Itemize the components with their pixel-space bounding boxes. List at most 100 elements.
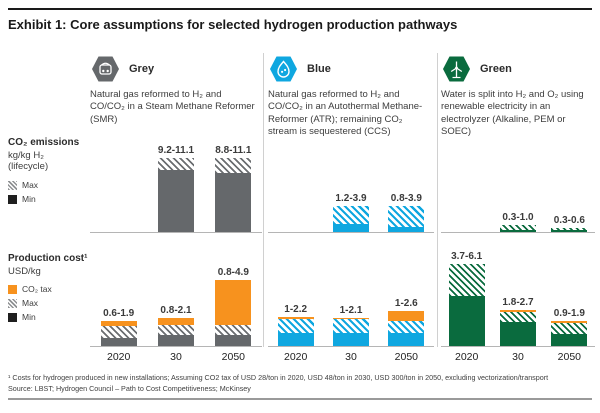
seg-hatch (157, 324, 194, 336)
seg-tax (388, 311, 425, 321)
max-hatch-swatch-icon (8, 298, 17, 308)
bar-value-label: 1.2-3.9 (335, 192, 367, 204)
green-cost-chart: 3.7-6.1 1.8-2.7 0.9-1.9 (441, 251, 595, 347)
seg-solid (551, 230, 588, 232)
pathway-column-grey: Grey Natural gas reformed to H₂ and CO/C… (90, 55, 262, 367)
min-solid-swatch-icon (8, 194, 17, 204)
seg-hatch (448, 264, 485, 297)
seg-solid (499, 230, 536, 232)
emissions-metric-unit: kg/kg H₂ (8, 149, 44, 161)
bar-value-label: 3.7-6.1 (451, 251, 483, 263)
bar-slot: 1.2-3.9 (323, 193, 378, 232)
seg-solid (499, 321, 536, 346)
seg-solid (388, 332, 425, 346)
bar-value-label: 0.8-4.9 (217, 267, 249, 279)
bar-slot: 1-2.6 (379, 298, 434, 346)
pathway-column-blue: Blue Natural gas reformed to H₂ and CO/C… (268, 55, 434, 367)
seg-hatch (551, 228, 588, 230)
cost-legend: CO₂ tax Max Min (8, 284, 92, 322)
wind-turbine-icon (443, 56, 470, 82)
seg-tax (551, 320, 588, 323)
seg-tax (215, 280, 252, 325)
grey-emissions-chart: 9.2-11.1 8.8-11.1 (90, 145, 262, 233)
grey-cost-chart: 0.6-1.9 0.8-2.1 0.8-4.9 (90, 259, 262, 347)
bar-value-label: 0.3-1.0 (502, 212, 534, 224)
bar-value-label: 9.2-11.1 (157, 144, 195, 156)
bar-2020: 1-2.2 (277, 304, 314, 346)
cost-metric-block: Production cost¹ USD/kg CO₂ tax Max Min (8, 253, 92, 326)
column-divider (263, 53, 264, 347)
legend-label: Max (22, 180, 39, 191)
top-rule (8, 8, 592, 10)
year-tick: 2050 (394, 351, 418, 363)
bar-value-label: 0.3-0.6 (553, 215, 585, 226)
x-axis-years: 2020 30 2050 (441, 351, 595, 363)
seg-tax (277, 316, 314, 320)
seg-hatch (277, 319, 314, 333)
source-line: Source: LBST; Hydrogen Council – Path to… (8, 384, 251, 393)
seg-solid (551, 333, 588, 346)
pathway-name: Blue (307, 63, 331, 75)
smr-reformer-icon (92, 56, 119, 82)
seg-hatch (388, 320, 425, 333)
bar-30: 0.8-2.1 (157, 305, 194, 346)
seg-solid (277, 332, 314, 346)
co2-tax-swatch-icon (8, 284, 17, 294)
bar-slot: 0.3-1.0 (492, 212, 543, 232)
bar-value-label: 0.6-1.9 (103, 307, 135, 319)
bar-30: 1-2.1 (332, 305, 369, 346)
legend-label: CO₂ tax (22, 284, 52, 295)
year-tick: 30 (512, 351, 524, 363)
cost-metric-unit: USD/kg (8, 265, 41, 277)
flame-ccs-icon (270, 56, 297, 82)
bar-slot: 9.2-11.1 (147, 145, 204, 232)
bar-30: 9.2-11.1 (158, 145, 194, 232)
bar-slot: 3.7-6.1 (441, 251, 492, 346)
legend-row-max: Max (8, 180, 92, 190)
seg-solid (215, 173, 252, 232)
legend-row-min: Min (8, 194, 92, 204)
bar-slot: 0.6-1.9 (90, 308, 147, 346)
legend-row-max: Max (8, 298, 92, 308)
bar-slot: 1-2.2 (268, 304, 323, 346)
bar-2050: 8.8-11.1 (215, 145, 252, 232)
bar-slot: 0.3-0.6 (544, 215, 595, 232)
bar-value-label: 1.8-2.7 (502, 296, 534, 308)
emissions-legend: Max Min (8, 180, 92, 204)
seg-hatch (499, 225, 536, 230)
seg-hatch (551, 322, 588, 334)
seg-solid (388, 226, 425, 232)
seg-solid (157, 335, 194, 346)
bar-value-label: 8.8-11.1 (215, 144, 252, 156)
emissions-metric-block: CO₂ emissions kg/kg H₂ (lifecycle) Max M… (8, 137, 92, 208)
max-hatch-swatch-icon (8, 180, 17, 190)
pathway-description: Natural gas reformed to H₂ and CO/CO₂ in… (268, 89, 423, 138)
blue-emissions-chart: 1.2-3.9 0.8-3.9 (268, 145, 434, 233)
seg-hatch (332, 319, 369, 333)
bar-value-label: 0.9-1.9 (553, 307, 585, 319)
pathway-description: Natural gas reformed to H₂ and CO/CO₂ in… (90, 89, 255, 125)
year-tick: 2020 (454, 351, 479, 363)
min-solid-swatch-icon (8, 312, 17, 322)
seg-hatch (100, 325, 137, 338)
bar-value-label: 1-2.1 (339, 304, 363, 316)
bar-2050: 1-2.6 (388, 298, 425, 346)
year-tick: 2050 (221, 351, 245, 363)
pathway-column-green: Green Water is split into H₂ and O₂ usin… (441, 55, 595, 367)
green-header: Green (441, 55, 595, 83)
year-tick: 30 (170, 351, 182, 363)
bar-slot: 0.8-2.1 (147, 305, 204, 346)
bar-30: 1.8-2.7 (499, 297, 536, 346)
year-tick: 2020 (106, 351, 131, 363)
bar-2050: 0.8-3.9 (388, 193, 425, 232)
green-emissions-chart: 0.3-1.0 0.3-0.6 (441, 145, 595, 233)
bar-value-label: 0.8-2.1 (160, 304, 192, 316)
blue-cost-chart: 1-2.2 1-2.1 1-2.6 (268, 259, 434, 347)
year-tick: 2050 (557, 351, 581, 363)
seg-tax (100, 320, 137, 326)
emissions-metric-note: (lifecycle) (8, 161, 49, 173)
column-divider (437, 53, 438, 347)
legend-label: Min (22, 312, 36, 323)
pathway-description: Water is split into H₂ and O₂ using rene… (441, 89, 584, 138)
